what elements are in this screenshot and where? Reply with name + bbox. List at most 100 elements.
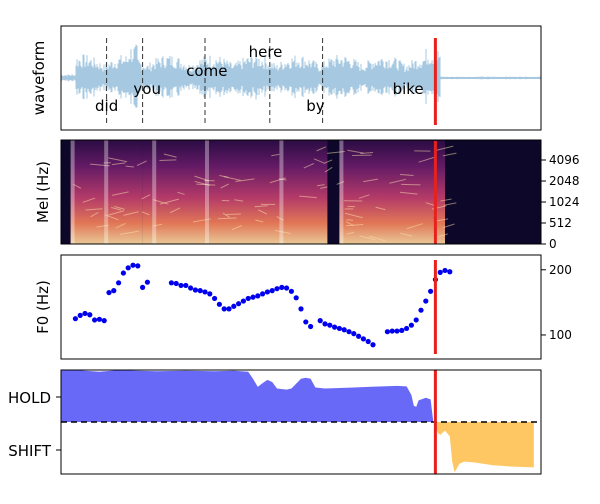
f0-point-43 (298, 306, 303, 311)
mel-yticks: 0 512 1024 2048 4096 (541, 153, 580, 251)
f0-point-65 (418, 308, 423, 313)
mel-tick-label-512: 512 (549, 216, 572, 230)
f0-point-20 (188, 285, 193, 290)
f0-point-30 (236, 301, 241, 306)
f0-point-56 (366, 339, 371, 344)
mel-harmonic-14 (160, 160, 177, 161)
word-label-here: here (249, 43, 283, 61)
turn-panel: HOLD SHIFT (8, 370, 541, 474)
mel-onset-5 (339, 140, 343, 244)
f0-point-5 (97, 317, 102, 322)
f0-point-49 (332, 325, 337, 330)
f0-panel: 100 200 F0 (Hz) (34, 255, 572, 359)
f0-point-47 (322, 321, 327, 326)
f0-point-52 (346, 329, 351, 334)
f0-point-69 (438, 270, 443, 275)
mel-onset-0 (71, 140, 75, 244)
f0-point-46 (318, 318, 323, 323)
f0-point-45 (308, 324, 313, 329)
f0-point-26 (217, 302, 222, 307)
f0-point-57 (370, 342, 375, 347)
f0-point-11 (126, 265, 131, 270)
word-label-bike: bike (393, 80, 424, 98)
f0-point-36 (265, 289, 270, 294)
f0-point-54 (356, 334, 361, 339)
f0-point-42 (294, 295, 299, 300)
f0-point-38 (274, 286, 279, 291)
mel-segment-1 (143, 140, 205, 244)
f0-point-29 (231, 304, 236, 309)
f0-point-27 (222, 306, 227, 311)
f0-point-7 (106, 290, 111, 295)
mel-harmonic-42 (401, 184, 420, 185)
f0-point-19 (183, 283, 188, 288)
f0-point-39 (279, 285, 284, 290)
mel-panel: 0 512 1024 2048 4096 Mel (Hz) (34, 140, 580, 251)
turn-tick-label-hold: HOLD (8, 389, 51, 407)
word-label-did: did (95, 97, 118, 115)
f0-point-48 (327, 323, 332, 328)
f0-point-60 (394, 328, 399, 333)
waveform-signal (61, 45, 541, 108)
f0-point-33 (250, 295, 255, 300)
f0-point-51 (342, 327, 347, 332)
f0-point-22 (198, 288, 203, 293)
f0-point-18 (178, 283, 183, 288)
f0-point-3 (87, 312, 92, 317)
turn-yticks: HOLD SHIFT (8, 389, 61, 460)
word-label-by: by (306, 97, 325, 115)
f0-points (73, 263, 453, 348)
f0-point-63 (409, 323, 414, 328)
word-label-come: come (186, 62, 227, 80)
f0-point-66 (423, 298, 428, 303)
mel-tick-label-1024: 1024 (549, 195, 580, 209)
f0-point-16 (169, 280, 174, 285)
f0-point-4 (92, 317, 97, 322)
f0-point-17 (174, 281, 179, 286)
f0-point-67 (428, 289, 433, 294)
word-label-you: you (133, 80, 161, 98)
mel-onset-2 (152, 140, 156, 244)
f0-point-35 (260, 291, 265, 296)
f0-point-1 (78, 313, 83, 318)
f0-point-32 (246, 296, 251, 301)
f0-point-53 (351, 331, 356, 336)
mel-segment-3 (277, 140, 327, 244)
f0-point-50 (337, 326, 342, 331)
f0-point-34 (255, 293, 260, 298)
mel-tick-label-4096: 4096 (549, 153, 580, 167)
f0-point-6 (102, 318, 107, 323)
hold-area (61, 370, 433, 422)
mel-tick-label-2048: 2048 (549, 174, 580, 188)
f0-point-58 (385, 329, 390, 334)
f0-point-40 (284, 285, 289, 290)
f0-point-8 (111, 288, 116, 293)
f0-tick-label-200: 200 (549, 263, 572, 277)
f0-point-10 (121, 270, 126, 275)
f0-ylabel: F0 (Hz) (34, 280, 52, 334)
f0-point-2 (82, 311, 87, 316)
f0-point-28 (226, 306, 231, 311)
f0-yticks: 100 200 (541, 263, 572, 342)
mel-segment-2 (205, 140, 277, 244)
f0-point-12 (130, 263, 135, 268)
waveform-trace (61, 45, 541, 108)
mel-ylabel: Mel (Hz) (34, 161, 52, 223)
f0-point-0 (73, 316, 78, 321)
f0-point-61 (399, 328, 404, 333)
turn-tick-label-shift: SHIFT (8, 442, 52, 460)
f0-point-62 (404, 326, 409, 331)
f0-tick-label-100: 100 (549, 328, 572, 342)
f0-point-23 (202, 289, 207, 294)
mel-onset-4 (279, 140, 283, 244)
f0-point-41 (289, 289, 294, 294)
f0-point-55 (361, 336, 366, 341)
mel-tick-label-0: 0 (549, 237, 557, 251)
f0-point-21 (193, 287, 198, 292)
mel-harmonic-94 (226, 214, 241, 215)
f0-point-9 (116, 280, 121, 285)
f0-point-14 (140, 285, 145, 290)
f0-point-44 (303, 319, 308, 324)
f0-point-64 (414, 317, 419, 322)
